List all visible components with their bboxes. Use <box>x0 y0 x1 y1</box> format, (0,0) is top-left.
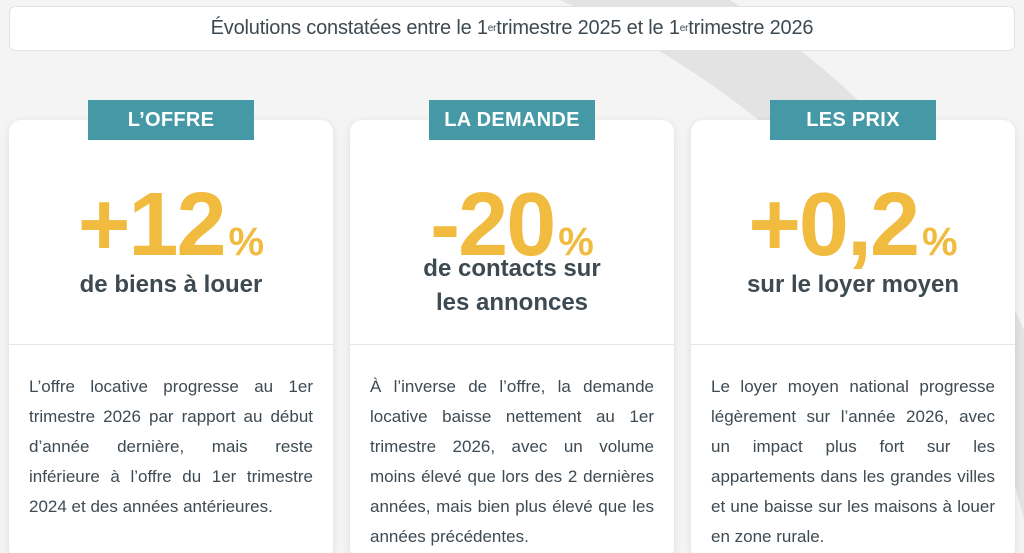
stat-unit: % <box>922 220 958 264</box>
stat-value: -20% <box>350 180 674 270</box>
card-divider <box>9 344 333 345</box>
card-divider <box>691 344 1015 345</box>
stat-number: +0,2 <box>748 175 920 275</box>
stat-caption: de biens à louer <box>79 271 263 298</box>
stat-unit: % <box>558 220 594 264</box>
card-description: L’offre locative progresse au 1er trimes… <box>29 377 313 516</box>
badge-prix: LES PRIX <box>770 100 936 140</box>
header-suffix: trimestre 2026 <box>688 17 814 39</box>
period-header: Évolutions constatées entre le 1 er trime… <box>9 6 1015 51</box>
stat-number: -20 <box>430 175 556 275</box>
stat-number: +12 <box>77 175 227 275</box>
stat-value: +0,2% <box>691 180 1015 270</box>
header-middle: trimestre 2025 et le 1 <box>496 17 680 39</box>
stat-caption: de contacts sur les annonces <box>423 255 601 316</box>
card-prix: +0,2% sur le loyer moyen Le loyer moyen … <box>691 120 1015 553</box>
stat-caption: sur le loyer moyen <box>746 271 960 298</box>
card-description: À l’inverse de l’offre, la demande locat… <box>370 377 654 546</box>
stat-value: +12% <box>9 180 333 270</box>
card-demande: -20% de contacts sur les annonces À l’in… <box>350 120 674 553</box>
card-offre: +12% de biens à louer L’offre locative p… <box>9 120 333 553</box>
card-divider <box>350 344 674 345</box>
badge-demande: LA DEMANDE <box>429 100 595 140</box>
card-description: Le loyer moyen national progresse légère… <box>711 377 995 546</box>
stat-unit: % <box>228 220 265 264</box>
badge-offre: L’OFFRE <box>88 100 254 140</box>
header-prefix: Évolutions constatées entre le 1 <box>210 17 488 39</box>
